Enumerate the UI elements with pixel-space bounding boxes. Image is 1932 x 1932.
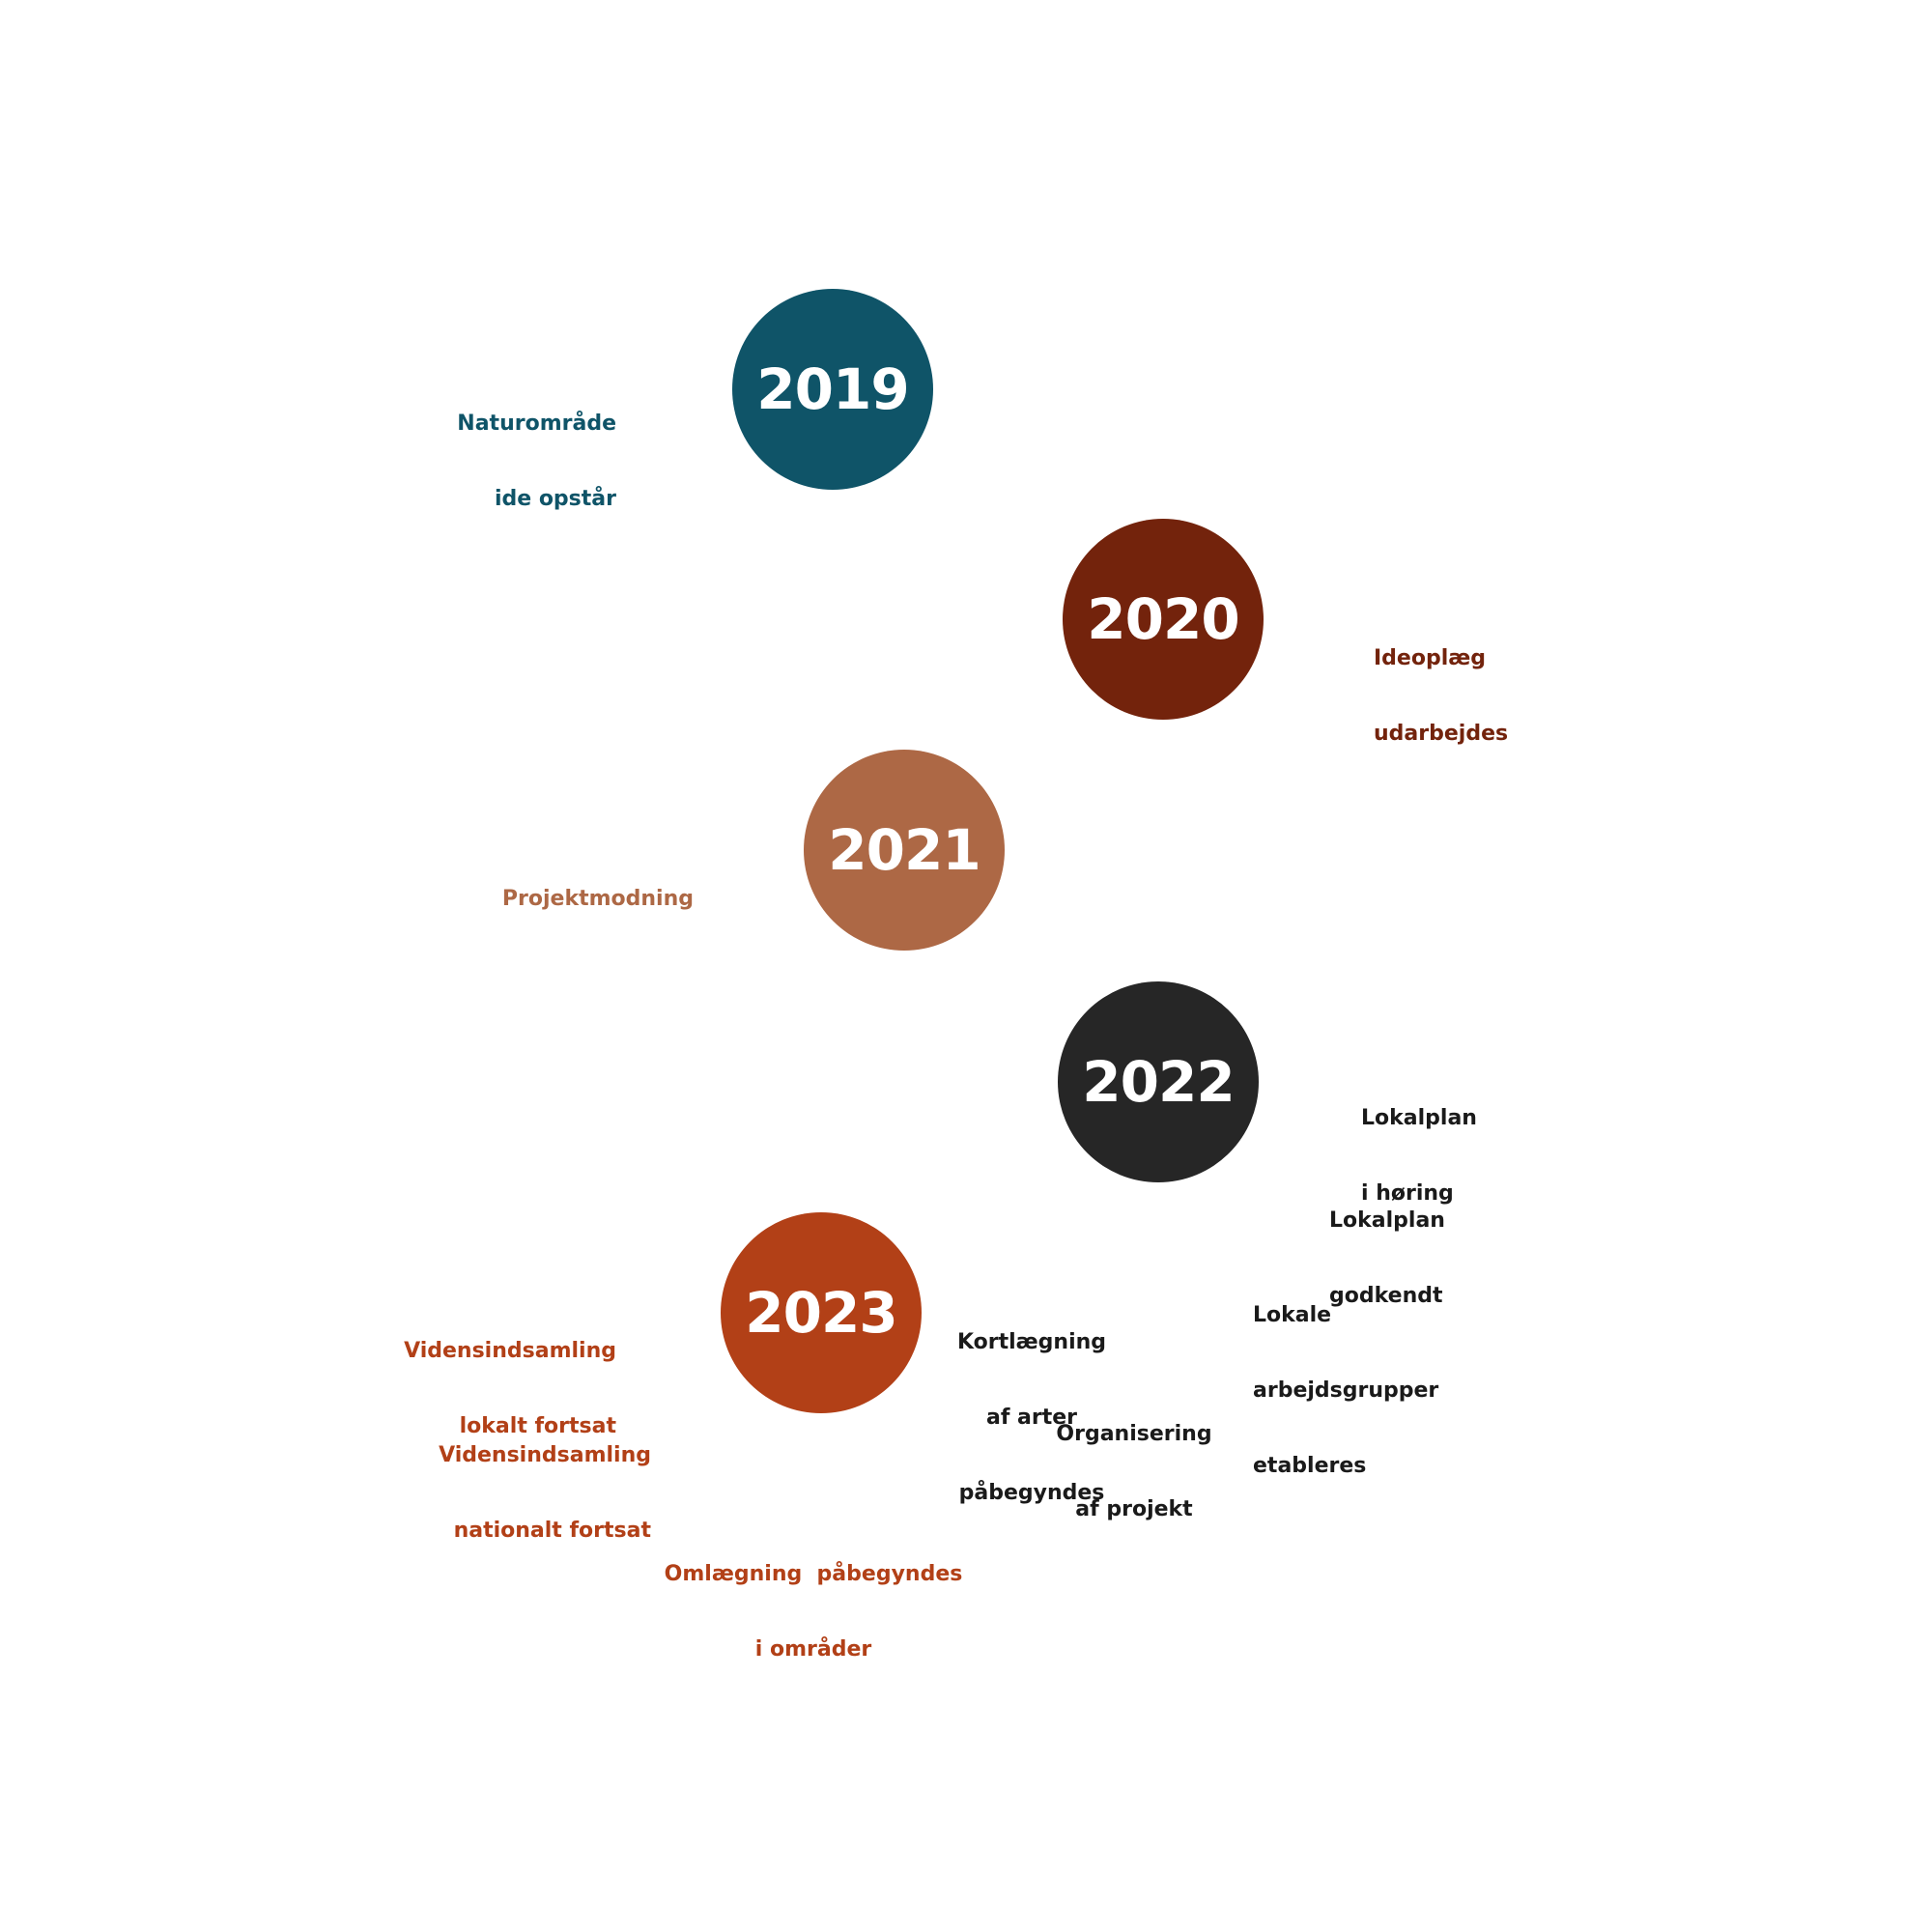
label-line: ide opstår xyxy=(494,487,616,511)
year-label-2023: 2023 xyxy=(745,1280,897,1346)
milestone-label-lokalplan-hoering: Lokalplan i høring xyxy=(1361,1056,1477,1232)
label-line: Naturområde xyxy=(457,412,616,436)
label-line: arbejdsgrupper xyxy=(1253,1378,1439,1403)
milestone-label-projektmodning: Projektmodning xyxy=(502,837,694,937)
label-line: Projektmodning xyxy=(501,887,694,911)
label-line: etableres xyxy=(1253,1454,1367,1478)
milestone-label-kortlaegning: Kortlægning af arter påbegyndes xyxy=(945,1280,1119,1531)
label-line: Organisering xyxy=(1056,1422,1212,1446)
label-line: Omlægning påbegyndes xyxy=(664,1562,963,1586)
year-circle-2020: 2020 xyxy=(1063,519,1264,720)
label-line: påbegyndes xyxy=(958,1481,1105,1505)
milestone-label-vidensindsamling-nationalt: Vidensindsamling nationalt fortsat xyxy=(439,1393,651,1569)
milestone-label-ideoplaeg: Ideoplæg udarbejdes xyxy=(1374,596,1508,772)
year-circle-2021: 2021 xyxy=(804,750,1005,951)
milestone-label-naturomraade: Naturområde ide opstår xyxy=(457,361,616,537)
year-label-2020: 2020 xyxy=(1087,586,1239,652)
label-line: udarbejdes xyxy=(1374,722,1509,746)
year-label-2022: 2022 xyxy=(1082,1049,1235,1115)
label-line: i høring xyxy=(1361,1181,1454,1206)
milestone-label-omlaegning: Omlægning påbegyndes i områder xyxy=(649,1512,978,1688)
label-line: Lokalplan xyxy=(1361,1106,1477,1130)
label-line: Kortlægning xyxy=(956,1330,1107,1354)
label-line: lokalt fortsat xyxy=(459,1414,616,1438)
year-label-2019: 2019 xyxy=(756,356,909,422)
label-line: Lokalplan xyxy=(1329,1208,1445,1233)
milestone-label-vidensindsamling-lokalt: Vidensindsamling lokalt fortsat xyxy=(404,1289,616,1464)
milestone-label-lokalplan-godkendt: Lokalplan godkendt xyxy=(1329,1158,1445,1334)
label-line: af arter xyxy=(985,1406,1078,1430)
milestone-label-organisering: Organisering af projekt xyxy=(1047,1372,1221,1548)
label-line: af projekt xyxy=(1075,1497,1193,1521)
year-circle-2023: 2023 xyxy=(721,1212,922,1413)
year-label-2021: 2021 xyxy=(828,817,980,883)
year-circle-2019: 2019 xyxy=(732,289,933,490)
label-line: Ideoplæg xyxy=(1374,646,1487,670)
label-line: nationalt fortsat xyxy=(453,1519,651,1543)
label-line: Vidensindsamling xyxy=(404,1339,616,1363)
label-line: Vidensindsamling xyxy=(439,1443,651,1467)
label-line: i områder xyxy=(754,1637,872,1662)
label-line: godkendt xyxy=(1329,1284,1443,1308)
milestone-label-lokale-arbejdsgrupper: Lokale arbejdsgrupper etableres xyxy=(1253,1253,1438,1504)
year-circle-2022: 2022 xyxy=(1058,981,1259,1182)
label-line: Lokale xyxy=(1253,1303,1332,1327)
